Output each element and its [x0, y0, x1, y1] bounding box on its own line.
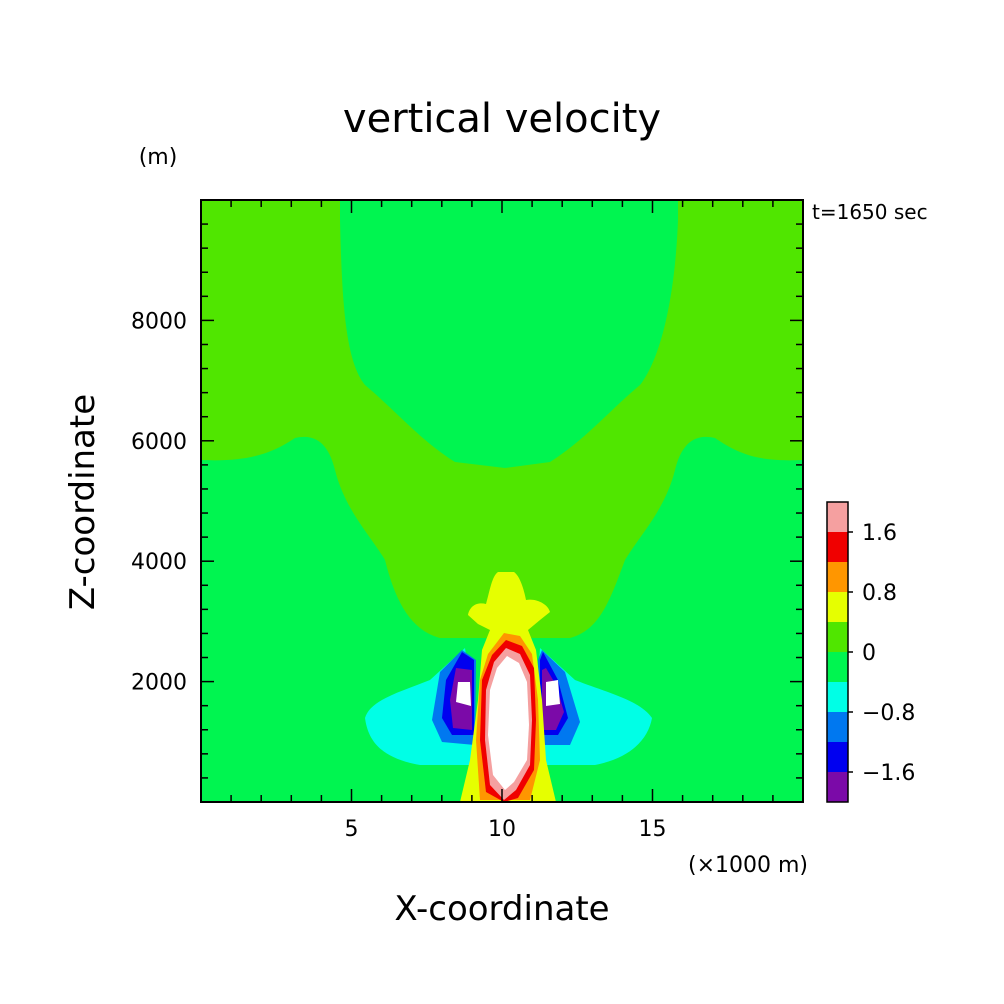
colorbar-swatch [827, 652, 848, 682]
colorbar-swatch [827, 682, 848, 712]
colorbar-swatch [827, 712, 848, 742]
colorbar: −1.6 −0.8 0 0.8 1.6 [826, 501, 915, 803]
time-annotation: t=1650 sec [812, 200, 928, 224]
x-tick-label: 10 [488, 817, 516, 842]
colorbar-swatch [827, 772, 848, 802]
x-tick-label: 15 [639, 817, 667, 842]
y-ticks: 2000 4000 6000 8000 [131, 223, 803, 779]
colorbar-label: 0.8 [862, 581, 897, 606]
colorbar-label: 1.6 [862, 521, 897, 546]
y-tick-label: 8000 [131, 309, 187, 334]
colorbar-swatch [827, 622, 848, 652]
x-ticks: 5 10 15 [230, 200, 774, 842]
chart-title: vertical velocity [343, 96, 661, 142]
downdraft-left-peak [456, 682, 471, 706]
colorbar-swatch [827, 742, 848, 772]
y-unit-label: (m) [139, 145, 178, 170]
updraft-peak [488, 656, 529, 790]
y-tick-label: 6000 [131, 430, 187, 455]
x-unit-label: (×1000 m) [688, 853, 808, 878]
x-tick-label: 5 [345, 817, 359, 842]
colorbar-label: 0 [862, 641, 876, 666]
colorbar-label: −0.8 [862, 701, 915, 726]
colorbar-swatch [827, 592, 848, 622]
y-tick-label: 4000 [131, 550, 187, 575]
colorbar-label: −1.6 [862, 761, 915, 786]
colorbar-swatch [827, 562, 848, 592]
downdraft-right-peak [546, 680, 560, 706]
y-tick-label: 2000 [131, 671, 187, 696]
colorbar-swatch [827, 532, 848, 562]
field-weak-ascent [201, 200, 803, 638]
plot-area: 5 10 15 2000 4000 6000 8000 [131, 199, 804, 842]
y-axis-label: Z-coordinate [63, 394, 103, 610]
colorbar-swatch [827, 502, 848, 532]
x-axis-label: X-coordinate [394, 889, 609, 929]
